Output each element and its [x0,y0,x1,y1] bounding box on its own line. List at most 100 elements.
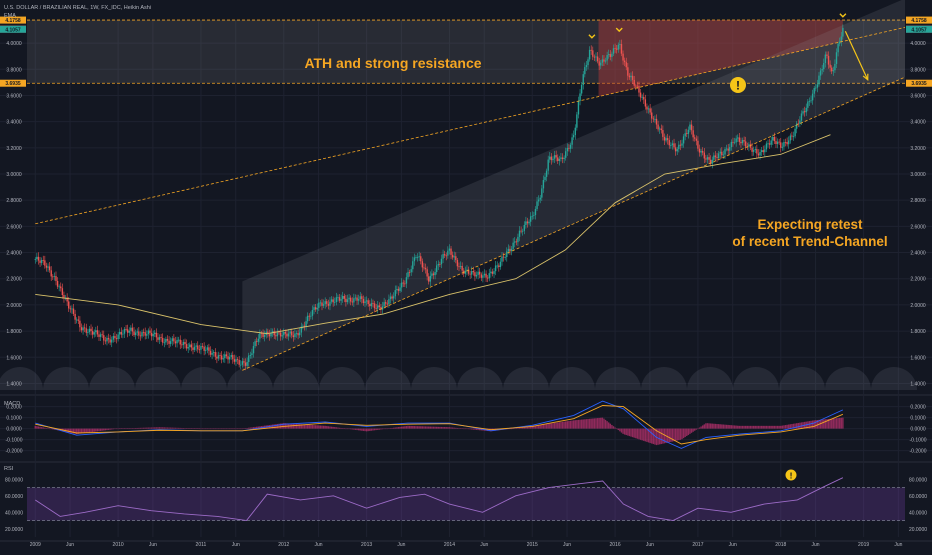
y-tick-label-left: 2.0000 [6,303,22,309]
candle-body [69,308,72,310]
macd-histogram-bar [541,424,543,429]
candle-body [496,265,498,267]
macd-histogram-bar [472,428,475,430]
candle-body [831,67,833,72]
candle-body [783,142,785,147]
candle-body [225,354,228,357]
macd-histogram-bar [99,428,102,431]
candle-body [66,297,68,302]
candle-body [518,230,521,237]
macd-histogram-bar [552,423,554,429]
candle-body [703,152,705,159]
macd-histogram-bar [681,428,683,440]
candle-body [572,135,575,138]
macd-histogram-bar [211,428,213,430]
candle-body [58,286,60,288]
x-tick-label: Jun [480,542,488,548]
candle-body [674,147,677,152]
macd-histogram-bar [786,424,788,429]
candle-body [630,75,632,78]
macd-histogram-bar [399,426,401,429]
cycle-arc [365,367,411,390]
candle-body [686,133,688,135]
candle-body [281,335,283,337]
macd-histogram-bar [692,428,694,432]
macd-histogram-bar [311,425,314,429]
x-tick-label: 2010 [113,542,124,548]
macd-histogram-bar [784,425,787,429]
candle-body [405,277,408,284]
candle-body [299,332,301,336]
candle-body [60,286,62,289]
macd-histogram-bar [800,422,803,429]
candle-body [244,362,247,366]
candle-body [90,328,92,332]
macd-histogram-bar [442,427,444,429]
macd-histogram-bar [418,426,420,429]
macd-histogram-bar [512,428,514,429]
macd-pane-label[interactable]: MACD [4,401,20,407]
alert-marker-main[interactable]: ! [730,77,746,93]
candle-body [611,53,613,57]
macd-histogram-bar [717,424,720,429]
macd-histogram-bar [434,426,436,429]
y-tick-label-right: 2.0000 [910,303,926,309]
candle-body [526,221,529,224]
macd-histogram-bar [130,428,132,429]
macd-histogram-bar [275,424,277,429]
macd-histogram-bar [241,428,244,430]
candle-body [627,67,629,76]
rsi-pane-label[interactable]: RSI [4,466,14,472]
ema-indicator-label[interactable]: EMA [4,13,16,19]
macd-histogram-bar [407,425,409,429]
macd-histogram-bar [515,427,518,429]
candle-body [660,128,662,131]
macd-histogram-bar [668,428,670,443]
candle-body [370,303,373,307]
macd-histogram-bar [568,420,570,429]
y-tick-label-right: 1.8000 [910,329,926,335]
candle-body [295,333,298,334]
macd-histogram-bar [131,428,134,429]
axes: 2009 Jun 2010 Jun 2011 Jun 2012 Jun 2013 Jun 2014 J… [0,16,932,548]
macd-histogram-bar [95,428,97,432]
candle-body [445,255,447,257]
candle-body [780,142,782,148]
macd-histogram-bar [735,425,737,429]
candle-body [174,341,177,344]
candle-body [428,276,430,282]
candle-body [402,282,404,284]
macd-histogram-bar [792,423,795,429]
candle-body [283,331,285,336]
candle-body [279,332,282,337]
macd-signal-line [35,405,844,445]
macd-histogram-bar [405,426,408,429]
macd-histogram-bar [813,420,815,429]
macd-histogram-bar [450,427,452,429]
candle-body [378,305,381,308]
macd-histogram-bar [330,426,333,429]
candle-body [453,256,455,258]
alert-marker-rsi[interactable]: ! [785,469,797,481]
macd-histogram-bar [545,423,548,429]
candle-body [587,59,589,66]
candle-body [273,331,275,336]
macd-histogram-bar [362,428,365,431]
macd-histogram-bar [190,428,193,429]
macd-histogram-bar [244,428,247,429]
price-tag-right-bg [906,79,932,87]
macd-histogram-bar [619,428,621,432]
candle-body [437,264,439,266]
candle-body [603,59,605,62]
price-tag-left: 3.6935 [5,81,21,87]
candle-body [606,55,608,61]
candle-body [455,256,457,261]
macd-histogram-bar [596,418,599,429]
macd-histogram-bar [238,428,240,430]
macd-histogram-bar [773,425,776,429]
macd-histogram-bar [636,428,639,439]
candle-body [152,333,154,337]
candle-body [574,127,576,136]
macd-histogram-bar [96,428,99,432]
